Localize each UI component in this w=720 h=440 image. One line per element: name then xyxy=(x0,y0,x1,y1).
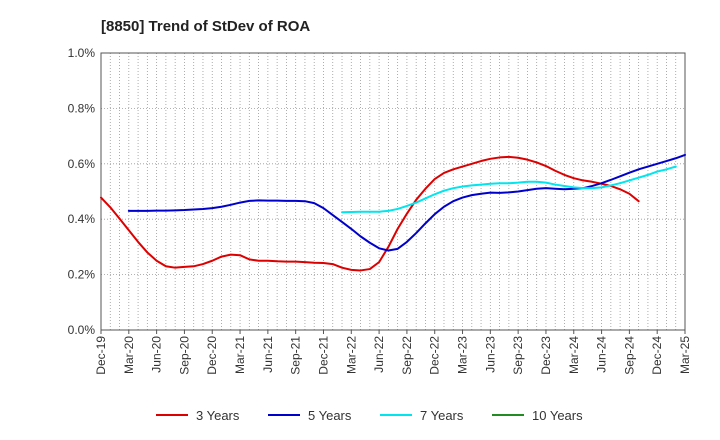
y-tick-label: 0.6% xyxy=(68,157,96,171)
x-tick-label: Mar-21 xyxy=(233,336,247,374)
series-line-3 xyxy=(341,165,677,214)
y-tick-label: 0.2% xyxy=(68,268,96,282)
chart-title: [8850] Trend of StDev of ROA xyxy=(101,18,310,35)
y-tick-label: 0.8% xyxy=(68,101,96,115)
x-tick-label: Sep-23 xyxy=(511,336,525,375)
legend-label-4: 10 Years xyxy=(532,408,583,423)
x-tick-label: Jun-22 xyxy=(372,336,386,373)
plot-frame xyxy=(100,52,686,331)
x-tick-label: Sep-21 xyxy=(289,336,303,375)
y-tick-label: 0.0% xyxy=(68,323,96,337)
x-tick-label: Dec-21 xyxy=(316,336,330,375)
legend-label-1: 3 Years xyxy=(196,408,240,423)
x-tick-label: Dec-19 xyxy=(94,336,108,375)
x-tick-label: Jun-21 xyxy=(261,336,275,373)
x-tick-label: Mar-23 xyxy=(456,336,470,374)
legend: 3 Years 5 Years 7 Years 10 Years xyxy=(156,408,583,423)
x-tick-label: Sep-24 xyxy=(622,336,636,375)
x-tick-label: Sep-20 xyxy=(177,336,191,375)
y-tick-label: 0.4% xyxy=(68,212,96,226)
legend-label-3: 7 Years xyxy=(420,408,464,423)
x-tick-label: Jun-20 xyxy=(150,336,164,373)
x-tick-label: Sep-22 xyxy=(400,336,414,375)
x-tick-label: Dec-23 xyxy=(539,336,553,375)
y-axis: 0.0% 0.2% 0.4% 0.6% 0.8% 1.0% xyxy=(68,46,96,337)
x-tick-label: Jun-23 xyxy=(483,336,497,373)
x-tick-label: Mar-22 xyxy=(344,336,358,374)
x-tick-label: Jun-24 xyxy=(595,336,609,373)
x-tick-label: Mar-20 xyxy=(122,336,136,374)
x-tick-label: Dec-20 xyxy=(205,336,219,375)
grid xyxy=(101,53,685,330)
x-tick-label: Mar-25 xyxy=(678,336,692,374)
x-axis: Dec-19 Mar-20 Jun-20 Sep-20 Dec-20 Mar-21 Jun-… xyxy=(94,330,692,375)
series-line-2 xyxy=(127,153,686,252)
x-tick-label: Dec-24 xyxy=(650,336,664,375)
series-line-1 xyxy=(100,155,640,272)
y-tick-label: 1.0% xyxy=(68,46,96,60)
x-tick-label: Dec-22 xyxy=(428,336,442,375)
legend-label-2: 5 Years xyxy=(308,408,352,423)
series-layer xyxy=(100,153,686,272)
x-tick-label: Mar-24 xyxy=(567,336,581,374)
